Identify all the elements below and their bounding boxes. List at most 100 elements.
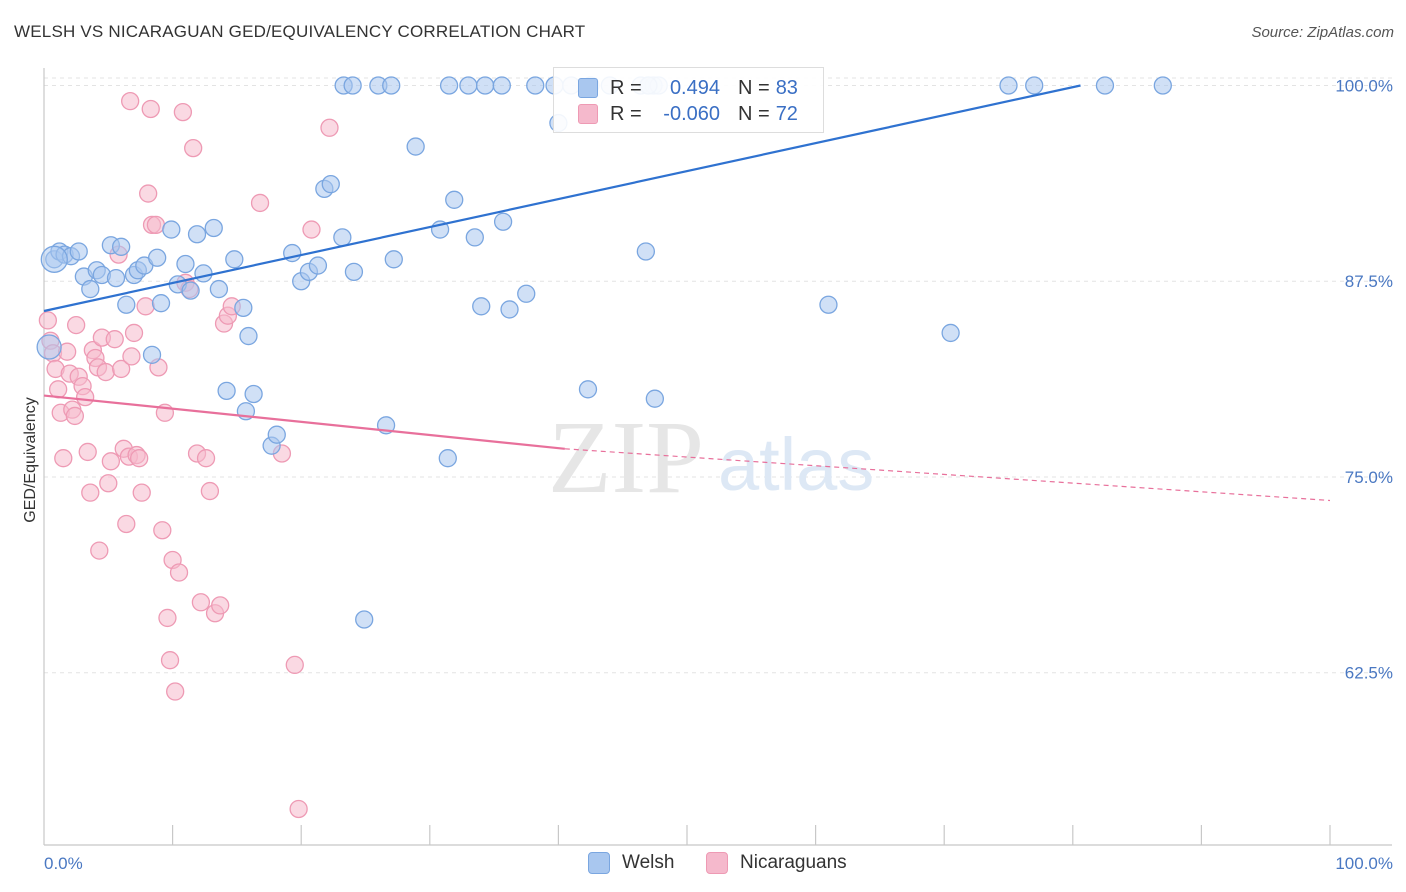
y-axis-title: GED/Equivalency [22, 397, 39, 522]
welsh-point [181, 281, 200, 300]
nicaraguans-point [96, 362, 115, 382]
nicaraguans-point [146, 215, 166, 235]
nicaraguans-point [196, 449, 216, 468]
nicaraguans-point [101, 452, 121, 471]
welsh-point [36, 334, 62, 360]
welsh-point [941, 323, 960, 343]
nicaraguans-point [132, 483, 151, 502]
legend-row-nicaraguans: R = -0.060 N = 72 [578, 102, 798, 126]
nicaraguans-point [78, 442, 97, 462]
welsh-legend-label: Welsh [622, 852, 675, 873]
x-tick-label-left: 0.0% [44, 854, 83, 873]
welsh-point [225, 250, 244, 269]
watermark-atlas: atlas [718, 423, 874, 506]
nicaraguans-point [191, 593, 211, 612]
welsh-point [475, 76, 495, 95]
axis-layer: 100.0% 87.5% 75.0% 62.5% 0.0% 100.0% [43, 68, 1393, 873]
welsh-point [819, 295, 838, 314]
welsh-r-label: R = [610, 76, 642, 99]
welsh-point [636, 242, 655, 261]
nicaraguans-point [139, 184, 158, 203]
y-tick-label: 100.0% [1335, 76, 1393, 95]
welsh-point [517, 284, 536, 303]
grid-layer [44, 77, 1392, 674]
welsh-trend-line [43, 84, 1081, 313]
trend-lines [43, 84, 1331, 502]
nicaraguans-point [81, 483, 100, 502]
welsh-n-label: N = [738, 76, 770, 99]
nicaraguans-point [200, 481, 220, 501]
nicaraguans-point [54, 449, 73, 468]
legend-item-welsh[interactable]: Welsh [588, 852, 674, 874]
welsh-point [459, 76, 478, 95]
nicaraguans-point [136, 297, 155, 316]
welsh-point [438, 449, 457, 468]
welsh-point [187, 225, 207, 244]
y-tick-label: 62.5% [1345, 664, 1393, 683]
welsh-point [439, 76, 459, 95]
welsh-point [1153, 76, 1172, 95]
nicaraguans-point [158, 608, 177, 628]
watermark: ZIP atlas [548, 400, 874, 515]
legend-row-welsh: R = 0.494 N = 83 [578, 76, 798, 100]
nicaraguans-point [289, 799, 308, 819]
welsh-point [526, 76, 545, 95]
nicaraguans-point [302, 220, 321, 239]
nicaraguans-point [166, 682, 185, 701]
welsh-point [445, 190, 464, 209]
welsh-point [209, 279, 229, 299]
nicaraguans-point [67, 315, 86, 335]
nicaraguans-point [130, 449, 149, 468]
nicaraguans-point [117, 514, 136, 534]
nicaraguans-point [105, 330, 124, 349]
nicaraguans-point [184, 138, 203, 158]
welsh-point [382, 76, 401, 95]
welsh-point [244, 384, 263, 404]
nicaraguans-point [211, 596, 230, 615]
welsh-point [204, 218, 223, 238]
y-tick-label: 87.5% [1345, 272, 1393, 291]
nicaraguans-point [121, 92, 140, 111]
welsh-point [40, 245, 68, 273]
x-tick-label-right: 100.0% [1335, 854, 1393, 873]
welsh-point [81, 279, 100, 299]
welsh-point [406, 137, 425, 156]
welsh-point [117, 295, 136, 314]
welsh-point [176, 254, 195, 274]
welsh-point [267, 425, 286, 444]
nicaraguans-point [153, 521, 172, 540]
y-tick-label: 75.0% [1345, 468, 1393, 487]
welsh-point [234, 298, 253, 318]
nicaraguans-point [76, 387, 95, 407]
nicaraguans-point [122, 347, 141, 366]
nicaraguans-r-value: -0.060 [663, 102, 720, 125]
welsh-legend-swatch [588, 852, 610, 874]
welsh-point [493, 212, 513, 231]
nicaraguans-point [173, 102, 193, 122]
welsh-point [645, 389, 664, 408]
nicaraguans-point [38, 311, 58, 330]
welsh-point [308, 256, 328, 275]
nicaraguans-n-value: 72 [775, 102, 798, 125]
welsh-point [343, 76, 362, 95]
welsh-point [492, 76, 511, 95]
welsh-point [344, 262, 364, 281]
nicaraguans-points [38, 92, 339, 819]
nicaraguans-point [124, 323, 144, 343]
nicaraguans-point [65, 406, 85, 426]
nicaraguans-point [320, 118, 339, 137]
legend-item-nicaraguans[interactable]: Nicaraguans [706, 852, 847, 874]
chart-title: WELSH VS NICARAGUAN GED/EQUIVALENCY CORR… [14, 22, 586, 41]
welsh-point [142, 345, 162, 364]
welsh-point [106, 268, 126, 288]
welsh-point [1025, 76, 1044, 95]
nicaraguans-point [160, 651, 180, 670]
nicaraguans-point [99, 474, 118, 493]
correlation-legend: R = 0.494 N = 83 R = -0.060 N = 72 [553, 67, 824, 133]
welsh-n-value: 83 [775, 76, 798, 99]
welsh-point [472, 297, 491, 316]
welsh-point [578, 380, 598, 399]
welsh-point [321, 174, 340, 194]
source-label: Source: ZipAtlas.com [1251, 24, 1394, 41]
